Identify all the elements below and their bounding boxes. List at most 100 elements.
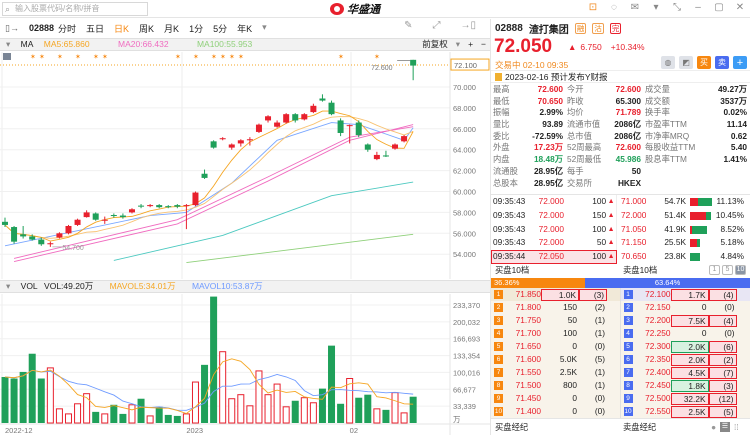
stats-row: 振幅 2.99% 均价 71.789 换手率 0.02% xyxy=(493,107,749,119)
alert-button[interactable]: ◍ xyxy=(661,56,675,69)
mavol5-line xyxy=(4,358,414,414)
stat-label: 最低 xyxy=(493,95,510,106)
minimize-icon[interactable]: – xyxy=(695,2,701,13)
volume-bar xyxy=(273,383,281,424)
volume-bar xyxy=(1,376,9,423)
period-tab[interactable]: 分时 xyxy=(57,23,76,34)
tick-volume: 100 xyxy=(592,223,607,234)
sell-button[interactable]: 卖 xyxy=(715,56,729,69)
headset-icon[interactable]: ◌ xyxy=(611,2,617,13)
tick-time: 09:35:43 xyxy=(493,237,526,248)
ask-row: 9 72.500 32.2K (12) xyxy=(621,392,750,405)
depth-option-5[interactable]: 5 xyxy=(722,265,733,275)
period-tab[interactable]: 周K xyxy=(139,23,155,34)
period-tab[interactable]: 五日 xyxy=(86,23,105,34)
depth-option-10[interactable]: 10 xyxy=(735,265,746,275)
quote-panel: 02888 渣打集团 融 沽 完 72.050 ▲ 6.750 +10.34% … xyxy=(490,19,750,435)
up-arrow-icon: ▲ xyxy=(607,253,615,261)
level-orders: (0) xyxy=(724,301,735,312)
level-number: 5 xyxy=(623,342,633,351)
period-tab[interactable]: 月K xyxy=(164,23,180,34)
share-button[interactable]: ◩ xyxy=(679,56,693,69)
volume-bar xyxy=(55,408,63,424)
bid-row: 4 71.700 100 (1) xyxy=(491,327,620,340)
volume-bar xyxy=(246,405,254,424)
zoom-out-button[interactable]: − xyxy=(481,39,486,49)
period-tab[interactable]: 5分 xyxy=(213,23,228,34)
sell-ratio-text: 63.64% xyxy=(654,278,681,287)
bid-row: 6 71.600 5.0K (5) xyxy=(491,353,620,366)
ask-row: 6 72.350 2.0K (2) xyxy=(621,353,750,366)
search-icon: ⌕ xyxy=(5,4,11,14)
stat-label: 委比 xyxy=(493,130,510,141)
sidebar-toggle-icon[interactable]: ▯→ xyxy=(5,22,19,33)
trade-ticks: 09:35:43 72.000 100 ▲ 71.000 54.7K 11.13% 09:35… xyxy=(491,194,750,264)
level-volume: 32.2K xyxy=(670,392,709,405)
stat-value: -72.59% xyxy=(532,130,563,141)
tick-item: 09:35:44 72.050 100 ▲ xyxy=(491,250,617,264)
change-percent: +10.34% xyxy=(610,42,645,52)
candle-body xyxy=(65,225,72,234)
level-volume: 0 xyxy=(572,340,577,351)
level-volume: 0 xyxy=(701,327,707,338)
ma-collapse-icon[interactable]: ▾ xyxy=(6,39,11,49)
lock-icon[interactable]: ⊡ xyxy=(588,2,598,13)
level-price: 72.300 xyxy=(645,341,671,351)
level-volume: 50 xyxy=(567,314,577,325)
period-dropdown-icon[interactable]: ▾ xyxy=(262,21,267,32)
level-orders: (0) xyxy=(594,392,605,403)
period-tab[interactable]: 日K xyxy=(114,23,130,34)
volume-bar xyxy=(309,402,317,424)
buy-button[interactable]: 买 xyxy=(697,56,711,69)
list-view-icon[interactable]: ☰ xyxy=(720,422,731,432)
order-book: 1 71.850 1.0K (3) 2 71.800 150 (2) 3 71.750 50 (1) 4… xyxy=(491,288,750,418)
volume-bar xyxy=(291,400,299,423)
level-number: 9 xyxy=(494,394,503,403)
volume-axis-label: 133,354 xyxy=(453,352,480,361)
volume-bar xyxy=(355,397,363,423)
tick-price: 72.000 xyxy=(538,223,565,234)
price-axis-label: 64.000 xyxy=(453,146,476,155)
search-input[interactable]: ⌕ 输入股票代码/名称/拼音 xyxy=(2,2,148,16)
buy-broker-tab[interactable]: 买盘经纪 xyxy=(495,422,529,432)
candlestick-chart[interactable]: 70.000 68.000 66.000 64.000 62.000 60.000 58.0… xyxy=(0,52,490,279)
ma-line xyxy=(13,124,414,262)
volume-chart[interactable]: 233,370 200,032 166,693 133,354 100,016 66,67… xyxy=(0,294,490,435)
volume-bar xyxy=(264,394,272,424)
candle-body xyxy=(401,136,408,142)
earnings-notice[interactable]: 2023-02-16 预计发布Y财报 xyxy=(491,70,750,83)
date-axis-label: 2022-12 xyxy=(5,426,33,435)
margin-badge: 融 xyxy=(574,23,587,34)
period-tab[interactable]: 1分 xyxy=(189,23,204,34)
level-volume: 2.5K xyxy=(559,366,577,377)
fullscreen-icon[interactable]: ⤢ xyxy=(432,20,441,31)
chevron-down-icon[interactable]: ▾ xyxy=(455,39,461,49)
grid-view-icon[interactable]: ⁞⁞ xyxy=(734,422,739,432)
sell-broker-tab[interactable]: 卖盘经纪 xyxy=(623,422,657,432)
collapse-panel-icon[interactable]: →▯ xyxy=(460,20,476,31)
search-placeholder: 输入股票代码/名称/拼音 xyxy=(15,4,100,13)
ma5-value: MA5:65.860 xyxy=(43,39,90,49)
stats-row: 总股本 28.95亿 交易所 HKEX xyxy=(493,178,749,190)
period-tab[interactable]: 年K xyxy=(237,23,253,34)
ask-row: 3 72.200 7.5K (4) xyxy=(621,314,750,327)
mail-icon[interactable]: ✉ xyxy=(630,2,640,13)
zoom-in-button[interactable]: + xyxy=(468,39,474,49)
close-icon[interactable]: ✕ xyxy=(735,2,745,13)
level-number: 2 xyxy=(623,303,633,312)
maximize-icon[interactable]: ▢ xyxy=(714,2,724,13)
person-icon[interactable]: ● xyxy=(711,422,717,432)
up-arrow-icon: ▲ xyxy=(607,225,615,233)
sell-ratio: 63.64% xyxy=(585,278,750,288)
pencil-icon[interactable]: ✎ xyxy=(404,20,413,31)
candle-body xyxy=(20,234,27,237)
shrink-icon[interactable]: ⤡ xyxy=(673,2,681,13)
add-watchlist-button[interactable]: + xyxy=(733,56,747,69)
shirt-icon[interactable]: ▾ xyxy=(653,2,659,13)
level-volume: 1.0K xyxy=(541,288,579,301)
level-volume: 0 xyxy=(572,392,577,403)
depth-option-1[interactable]: 1 xyxy=(709,265,720,275)
event-marker-icon: ✶ xyxy=(193,53,199,61)
adjust-select[interactable]: 前复权 xyxy=(422,39,448,49)
vol-collapse-icon[interactable]: ▾ xyxy=(6,281,11,291)
